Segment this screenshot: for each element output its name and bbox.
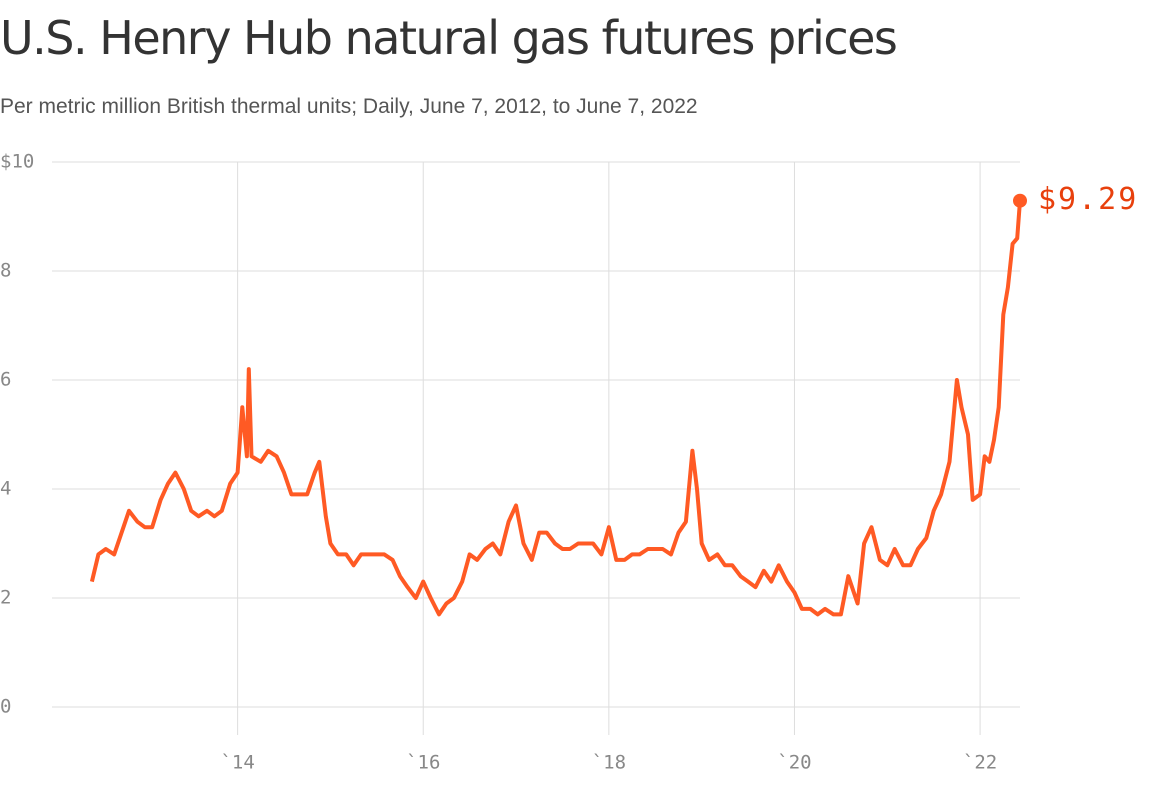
chart-subtitle: Per metric million British thermal units… [0, 95, 698, 118]
x-tick-label: `16 [406, 752, 440, 774]
end-label: $9.29 [1038, 182, 1138, 217]
chart-title: U.S. Henry Hub natural gas futures price… [0, 11, 896, 65]
x-tick-label: `14 [220, 752, 254, 774]
end-point [1013, 193, 1027, 208]
y-tick-label: $10 [0, 151, 34, 173]
y-tick-label: 8 [0, 260, 11, 282]
y-tick-label: 6 [0, 369, 11, 391]
y-tick-label: 0 [0, 696, 11, 718]
line [89, 200, 1022, 617]
y-tick-label: 4 [0, 478, 11, 500]
x-tick-label: `22 [963, 752, 997, 774]
y-tick-label: 2 [0, 587, 11, 609]
x-tick-label: `20 [777, 752, 811, 774]
x-tick-label: `18 [592, 752, 626, 774]
